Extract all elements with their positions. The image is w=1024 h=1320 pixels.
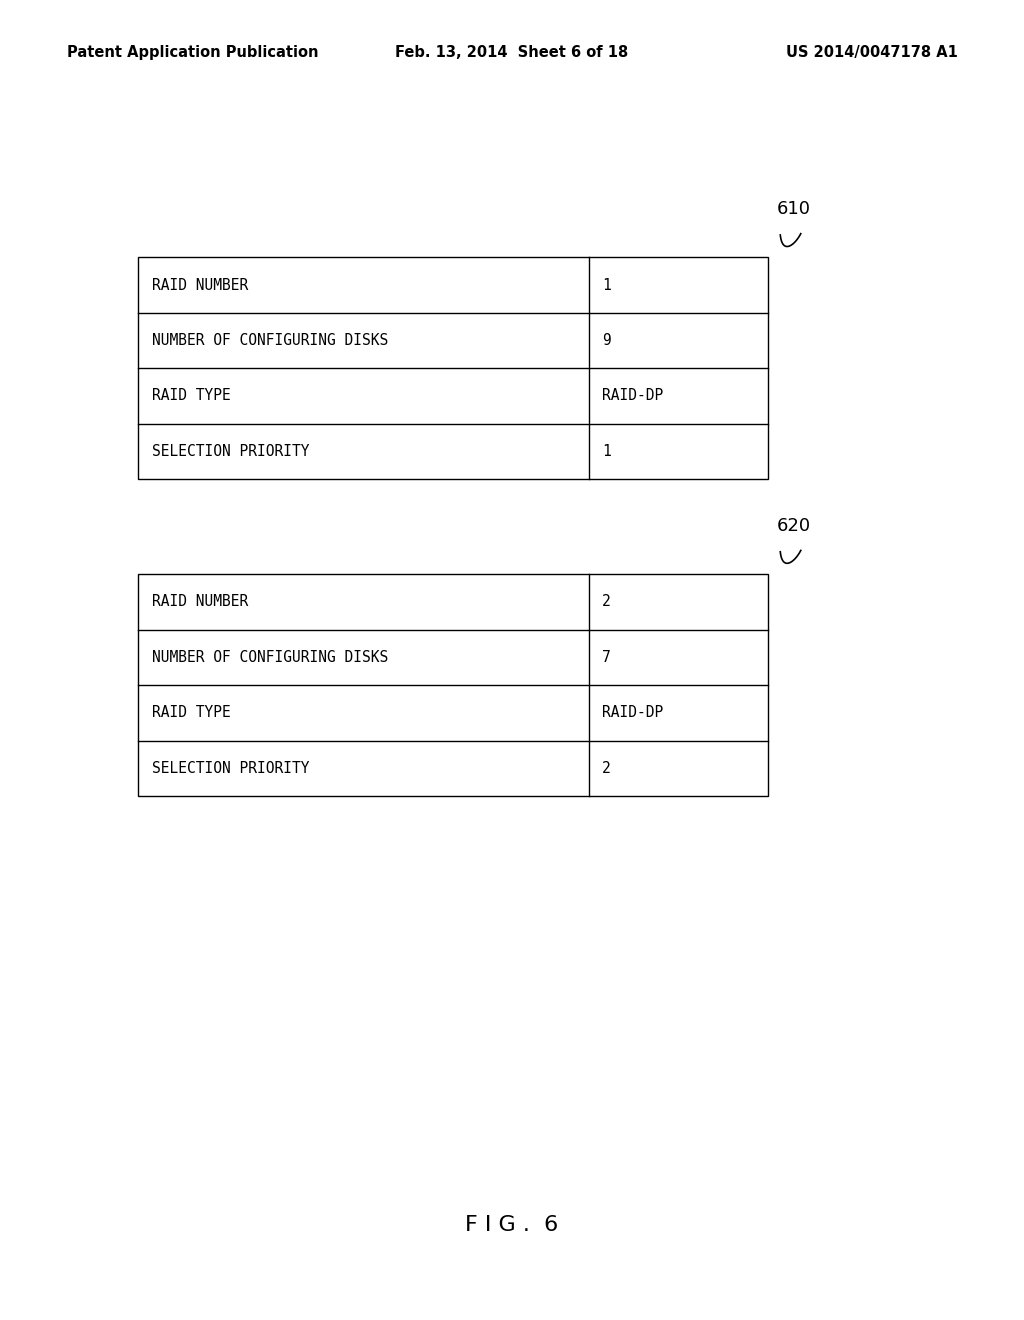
Text: SELECTION PRIORITY: SELECTION PRIORITY [152, 760, 309, 776]
Text: RAID TYPE: RAID TYPE [152, 705, 230, 721]
Text: Patent Application Publication: Patent Application Publication [67, 45, 318, 61]
Text: 7: 7 [602, 649, 610, 665]
Text: RAID-DP: RAID-DP [602, 705, 664, 721]
Text: RAID-DP: RAID-DP [602, 388, 664, 404]
Text: NUMBER OF CONFIGURING DISKS: NUMBER OF CONFIGURING DISKS [152, 649, 388, 665]
Text: US 2014/0047178 A1: US 2014/0047178 A1 [785, 45, 957, 61]
Text: 610: 610 [776, 199, 811, 218]
Text: 1: 1 [602, 277, 610, 293]
Text: RAID NUMBER: RAID NUMBER [152, 594, 248, 610]
Text: Feb. 13, 2014  Sheet 6 of 18: Feb. 13, 2014 Sheet 6 of 18 [395, 45, 629, 61]
Text: RAID NUMBER: RAID NUMBER [152, 277, 248, 293]
Text: 1: 1 [602, 444, 610, 459]
Text: 2: 2 [602, 760, 610, 776]
Text: RAID TYPE: RAID TYPE [152, 388, 230, 404]
Text: NUMBER OF CONFIGURING DISKS: NUMBER OF CONFIGURING DISKS [152, 333, 388, 348]
Bar [138, 574, 768, 796]
Bar [138, 257, 768, 479]
Text: 620: 620 [776, 516, 811, 535]
Text: F I G .  6: F I G . 6 [465, 1214, 559, 1236]
Text: 2: 2 [602, 594, 610, 610]
Text: SELECTION PRIORITY: SELECTION PRIORITY [152, 444, 309, 459]
Text: 9: 9 [602, 333, 610, 348]
